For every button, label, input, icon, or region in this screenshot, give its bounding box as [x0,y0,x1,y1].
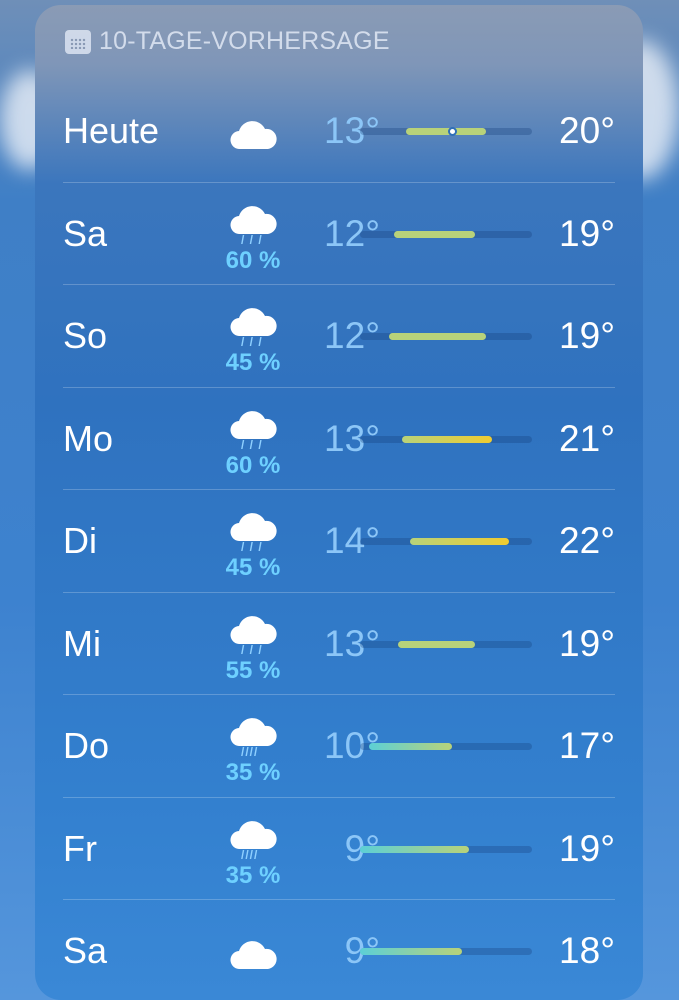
rain-drops: //// [241,847,259,862]
calendar-icon [65,29,91,54]
cloud-heavy-rain-icon: //// 35 % [223,798,283,901]
high-temp: 19° [559,212,615,254]
forecast-row[interactable]: Mi / / / 55 % 13° 19° [63,593,615,696]
high-temp: 17° [559,725,615,767]
row-divider [63,796,615,798]
temp-range-track [360,435,532,443]
day-label: Fr [63,827,97,869]
rain-drops: / / / [241,437,263,452]
rain-drops: //// [241,745,259,759]
row-divider [63,181,615,183]
temp-range-track [360,230,532,238]
temp-range-bar [360,948,463,956]
temp-range-bar [402,435,492,443]
temp-range-track [360,845,532,853]
forecast-row[interactable]: Sa 9° 18° [63,900,615,1000]
row-divider [63,284,615,285]
temp-range-track [360,640,532,648]
precipitation-chance: 45 % [225,554,281,581]
rain-drops: / / / [241,232,263,247]
day-label: Heute [63,110,160,152]
high-temp: 19° [559,315,615,357]
forecast-header: 10-TAGE-VORHERSAGE [65,27,390,56]
day-label: Do [63,725,110,767]
temp-range-track [360,948,532,956]
temp-range-bar [410,538,510,546]
cloud-rain-icon: / / / 45 % [223,490,283,593]
high-temp: 21° [559,417,615,459]
temp-range-bar [397,640,475,648]
forecast-row[interactable]: So / / / 45 % 12° 19° [63,285,615,388]
row-divider [63,591,615,593]
high-temp: 19° [559,827,615,869]
temp-range-bar [394,230,475,238]
forecast-title: 10-TAGE-VORHERSAGE [99,27,390,55]
high-temp: 19° [559,622,615,664]
forecast-row[interactable]: Di / / / 45 % 14° 22° [63,490,615,593]
high-temp: 20° [559,110,615,152]
rain-drops: / / / [241,540,263,554]
ten-day-forecast-card: 10-TAGE-VORHERSAGE Heute 13° 20° Sa / / … [35,5,643,1000]
cloud-rain-icon: / / / 60 % [223,183,283,286]
temp-range-bar [405,128,487,136]
day-label: Sa [63,930,108,972]
precipitation-chance: 60 % [225,246,281,274]
cloud-heavy-rain-icon: //// 35 % [223,695,283,798]
day-label: Di [63,520,97,562]
temp-range-bar [388,333,487,341]
rain-drops: / / / [241,335,263,349]
precipitation-chance: 55 % [225,656,281,684]
low-temp: 13° [324,110,380,152]
cloud-rain-icon: / / / 55 % [223,593,283,696]
row-divider [63,489,615,490]
high-temp: 18° [559,930,615,972]
row-divider [63,899,615,900]
forecast-row[interactable]: Fr //// 35 % 9° 19° [63,798,615,901]
forecast-row[interactable]: Mo / / / 60 % 13° 21° [63,388,615,491]
low-temp: 12° [324,212,380,254]
temp-range-track [360,538,532,546]
low-temp: 14° [324,520,380,562]
day-label: Mo [63,417,114,459]
forecast-row[interactable]: Sa / / / 60 % 12° 19° [63,183,615,286]
day-label: Sa [63,212,108,254]
cloud-rain-icon: / / / 45 % [223,285,283,388]
temp-range-track [360,127,532,137]
cloud-rain-icon: / / / 60 % [223,388,283,491]
high-temp: 22° [559,520,615,562]
day-label: Mi [63,622,101,664]
temp-range-bar [360,845,469,853]
cloud-icon [223,80,283,183]
precipitation-chance: 35 % [225,861,281,889]
row-divider [63,694,615,695]
forecast-row[interactable]: Heute 13° 20° [63,80,615,183]
low-temp: 12° [324,315,380,357]
forecast-row[interactable]: Do //// 35 % 10° 17° [63,695,615,798]
low-temp: 13° [324,622,380,664]
temp-range-track [360,333,532,341]
temp-range-track [360,743,532,751]
precipitation-chance: 60 % [225,451,281,479]
cloud-icon [223,900,283,1000]
precipitation-chance: 35 % [225,759,281,786]
precipitation-chance: 45 % [225,349,281,376]
low-temp: 13° [324,417,380,459]
row-divider [63,386,615,388]
current-temp-dot [447,127,457,137]
temp-range-bar [369,743,452,751]
rain-drops: / / / [241,642,263,657]
day-label: So [63,315,108,357]
